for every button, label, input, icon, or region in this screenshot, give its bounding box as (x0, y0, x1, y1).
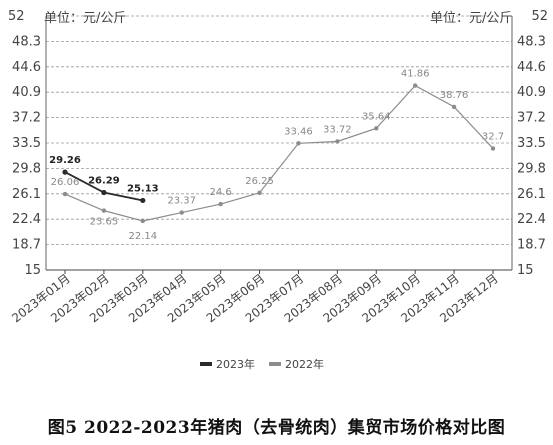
y-tick-label-right: 52 (531, 9, 548, 24)
legend-item-2022: 2022年 (269, 356, 324, 372)
data-label-2022: 41.86 (401, 69, 430, 80)
y-tick-label-right: 33.5 (517, 136, 546, 151)
data-point-2022 (140, 218, 146, 224)
y-tick-label-left: 26.1 (12, 187, 41, 202)
y-tick-label-right: 44.6 (517, 60, 546, 75)
y-tick-label-left: 48.3 (12, 34, 41, 49)
y-tick-label-left: 37.2 (12, 111, 41, 126)
data-label-2022: 26.25 (245, 176, 274, 187)
y-tick-label-right: 29.8 (517, 161, 546, 176)
data-point-2022 (62, 191, 68, 197)
legend-swatch-2023 (200, 362, 212, 366)
data-point-2023 (140, 197, 146, 204)
data-point-2023 (101, 189, 107, 196)
data-point-2022 (412, 83, 418, 88)
data-label-2022: 26.06 (51, 177, 80, 188)
data-point-2022 (451, 104, 457, 110)
data-point-2023 (62, 169, 68, 175)
y-tick-label-right: 22.4 (517, 212, 546, 227)
data-label-2023: 25.13 (127, 183, 159, 194)
y-tick-label-left: 52 (8, 9, 25, 24)
data-point-2022 (218, 201, 223, 207)
data-label-2022: 24.6 (210, 187, 232, 198)
y-tick-label-right: 26.1 (517, 187, 546, 202)
unit-label-right: 单位：元/公斤 (430, 11, 513, 26)
legend-item-2023: 2023年 (200, 356, 255, 372)
data-label-2022: 23.65 (90, 217, 119, 228)
y-tick-label-left: 44.6 (12, 60, 41, 75)
y-tick-label-right: 37.2 (517, 111, 546, 126)
price-line-chart: 15 15 18.7 18.7 22.4 22.4 26.1 26.1 29.8 29.8 33.5… (8, 9, 548, 325)
y-tick-label-left: 33.5 (12, 136, 41, 151)
data-label-2023: 29.26 (49, 155, 81, 166)
y-tick-label-left: 40.9 (12, 85, 41, 100)
legend-swatch-2022 (269, 362, 281, 366)
data-point-2022 (179, 210, 184, 215)
data-label-2022: 32.7 (482, 131, 504, 142)
y-tick-label-left: 15 (24, 263, 41, 278)
data-label-2022: 23.37 (167, 196, 196, 207)
data-point-2022 (490, 146, 496, 151)
y-tick-label-right: 15 (517, 263, 534, 278)
y-tick-label-left: 29.8 (12, 161, 41, 176)
data-label-2023: 26.29 (88, 175, 120, 186)
legend-label-2022: 2022年 (285, 358, 324, 371)
data-label-2022: 22.14 (128, 231, 157, 242)
data-label-2022: 33.72 (323, 124, 352, 135)
data-label-2022: 35.64 (362, 111, 391, 122)
legend: 2023年 2022年 (200, 356, 324, 372)
y-tick-label-left: 18.7 (12, 238, 41, 253)
unit-label-left: 单位：元/公斤 (44, 11, 127, 26)
data-label-2022: 38.76 (440, 90, 469, 101)
y-tick-label-left: 22.4 (12, 212, 41, 227)
legend-label-2023: 2023年 (216, 358, 255, 371)
data-label-2022: 33.46 (284, 126, 313, 137)
figure-caption: 图5 2022-2023年猪肉（去骨统肉）集贸市场价格对比图 (47, 418, 506, 438)
data-point-2022 (374, 126, 379, 131)
data-point-2022 (101, 208, 107, 213)
data-point-2022 (335, 139, 340, 144)
y-tick-label-right: 18.7 (517, 238, 546, 253)
y-tick-label-right: 40.9 (517, 85, 546, 100)
data-point-2022 (257, 190, 262, 195)
y-tick-label-right: 48.3 (517, 34, 546, 49)
series-line-2022 (64, 84, 494, 222)
data-point-2022 (296, 141, 301, 146)
